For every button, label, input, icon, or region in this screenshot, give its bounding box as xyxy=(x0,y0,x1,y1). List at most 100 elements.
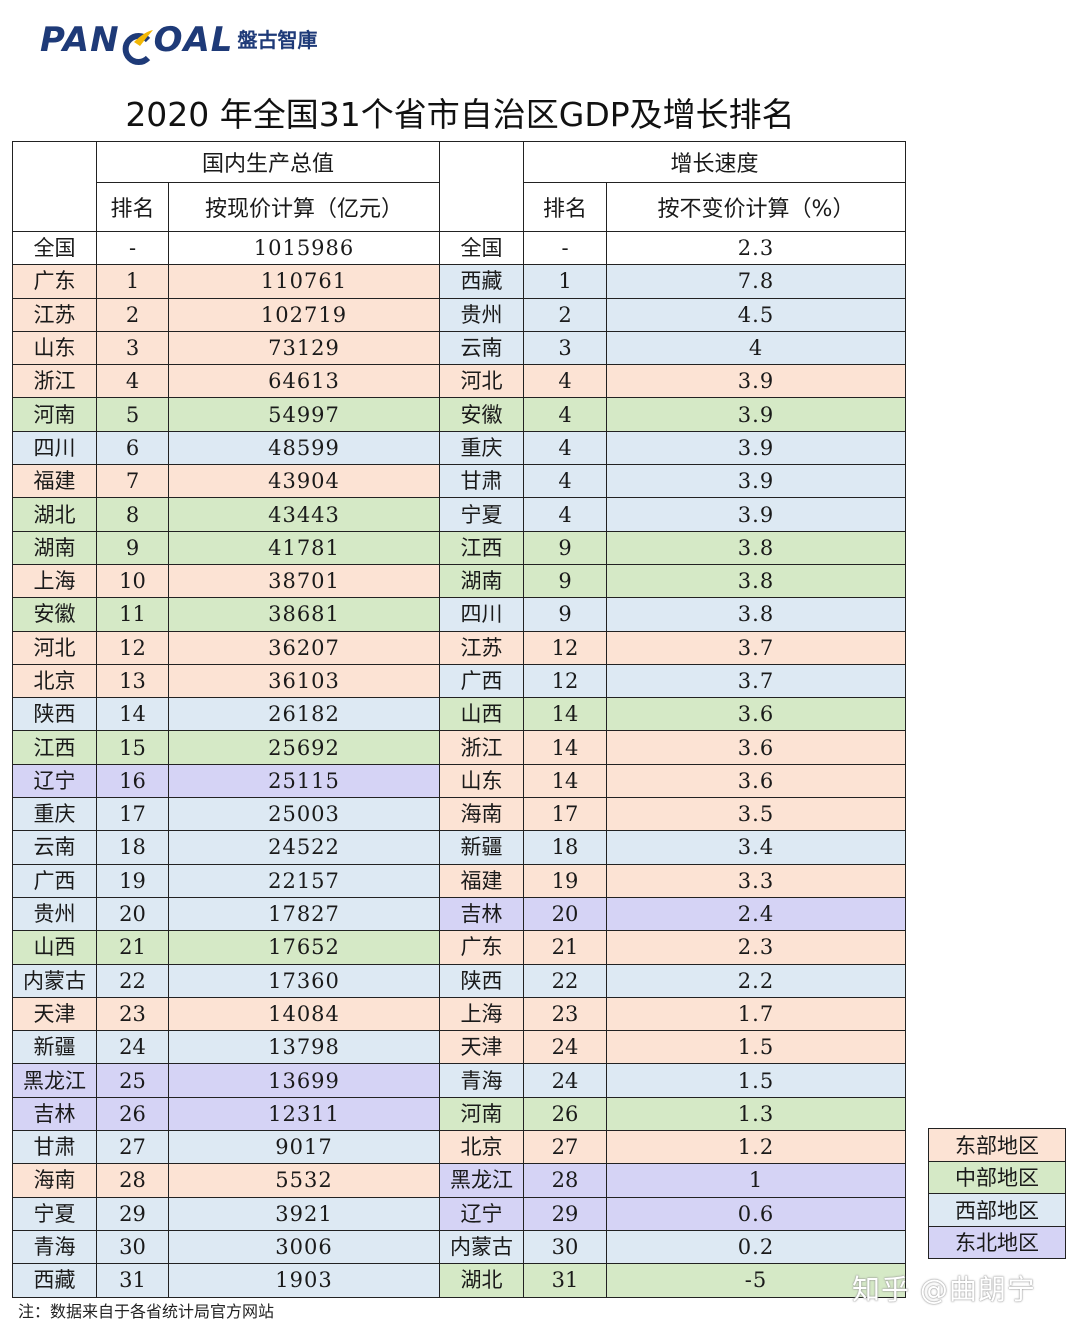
growth-region-cell: 安徽 xyxy=(439,397,524,432)
growth-region-cell: 全国 xyxy=(439,230,524,266)
growth-rank-cell: 24 xyxy=(523,1030,607,1065)
gdp-value-cell: 25692 xyxy=(168,730,440,765)
table-row: 辽宁 16 25115 山东 14 3.6 xyxy=(12,763,906,799)
gdp-rank-cell: 28 xyxy=(96,1163,169,1198)
growth-region-cell: 吉林 xyxy=(439,896,524,932)
growth-value-cell: 3.6 xyxy=(606,697,906,732)
growth-value-cell: 2.3 xyxy=(606,230,906,266)
gdp-value-cell: 38701 xyxy=(168,563,440,599)
growth-value-cell: 3.5 xyxy=(606,797,906,832)
region-legend: 东部地区 中部地区 西部地区 东北地区 xyxy=(928,1128,1066,1259)
table-row: 西藏 31 1903 湖北 31 -5 xyxy=(12,1263,906,1298)
table-row: 青海 30 3006 内蒙古 30 0.2 xyxy=(12,1229,906,1265)
legend-item: 中部地区 xyxy=(928,1160,1066,1194)
gdp-value-cell: 54997 xyxy=(168,397,440,432)
gdp-rank-cell: 19 xyxy=(96,863,169,898)
growth-rank-cell: 4 xyxy=(523,397,607,432)
growth-rank-cell: 14 xyxy=(523,697,607,732)
growth-rank-cell: 18 xyxy=(523,830,607,865)
gdp-region-cell: 天津 xyxy=(12,996,97,1032)
gdp-region-cell: 福建 xyxy=(12,464,97,499)
legend-item: 东北地区 xyxy=(928,1225,1066,1259)
gdp-region-cell: 山东 xyxy=(12,330,97,366)
gdp-value-cell: 13699 xyxy=(168,1063,440,1098)
gdp-value-cell: 12311 xyxy=(168,1096,440,1132)
growth-value-cell: 3.9 xyxy=(606,430,906,466)
table-row: 吉林 26 12311 河南 26 1.3 xyxy=(12,1096,906,1132)
gdp-rank-cell: - xyxy=(96,230,169,266)
gdp-rank-cell: 15 xyxy=(96,730,169,765)
growth-region-cell: 重庆 xyxy=(439,430,524,466)
growth-rank-cell: 20 xyxy=(523,896,607,932)
gdp-region-cell: 辽宁 xyxy=(12,763,97,799)
growth-value-cell: 0.6 xyxy=(606,1196,906,1231)
table-row: 山西 21 17652 广东 21 2.3 xyxy=(12,930,906,965)
growth-region-cell: 福建 xyxy=(439,863,524,898)
gdp-region-cell: 黑龙江 xyxy=(12,1063,97,1098)
table-row: 河北 12 36207 江苏 12 3.7 xyxy=(12,630,906,665)
gdp-value-cell: 3006 xyxy=(168,1229,440,1265)
growth-rank-cell: 9 xyxy=(523,597,607,632)
gdp-rank-cell: 10 xyxy=(96,563,169,599)
gdp-rank-cell: 27 xyxy=(96,1130,169,1165)
gdp-region-cell: 广东 xyxy=(12,264,97,299)
gdp-value-cell: 38681 xyxy=(168,597,440,632)
gdp-rank-cell: 26 xyxy=(96,1096,169,1132)
table-row: 黑龙江 25 13699 青海 24 1.5 xyxy=(12,1063,906,1098)
gdp-value-cell: 13798 xyxy=(168,1030,440,1065)
pangoal-logo: PAN OAL 盤古智庫 xyxy=(40,14,317,66)
legend-row: 西部地区 xyxy=(928,1193,1066,1227)
gdp-rank-cell: 30 xyxy=(96,1229,169,1265)
gdp-group-header: 国内生产总值 xyxy=(96,141,440,183)
gdp-value-cell: 14084 xyxy=(168,996,440,1032)
growth-value-cell: -5 xyxy=(606,1263,906,1298)
table-row: 陕西 14 26182 山西 14 3.6 xyxy=(12,697,906,732)
table-row: 浙江 4 64613 河北 4 3.9 xyxy=(12,364,906,399)
gdp-value-cell: 64613 xyxy=(168,364,440,399)
table-row: 山东 3 73129 云南 3 4 xyxy=(12,330,906,366)
table-row: 天津 23 14084 上海 23 1.7 xyxy=(12,996,906,1032)
growth-value-cell: 3.7 xyxy=(606,630,906,665)
growth-region-cell: 山西 xyxy=(439,697,524,732)
gdp-region-cell: 河北 xyxy=(12,630,97,665)
gdp-rank-cell: 1 xyxy=(96,264,169,299)
gdp-rank-cell: 13 xyxy=(96,663,169,699)
gdp-value-cell: 22157 xyxy=(168,863,440,898)
gdp-value-cell: 24522 xyxy=(168,830,440,865)
gdp-value-cell: 3921 xyxy=(168,1196,440,1231)
growth-rank-header: 排名 xyxy=(523,182,607,232)
gdp-rank-cell: 3 xyxy=(96,330,169,366)
logo-word-right: OAL xyxy=(153,20,234,60)
table-row: 海南 28 5532 黑龙江 28 1 xyxy=(12,1163,906,1198)
legend-item: 西部地区 xyxy=(928,1193,1066,1227)
growth-region-cell: 四川 xyxy=(439,597,524,632)
gdp-region-cell: 河南 xyxy=(12,397,97,432)
table-row: 内蒙古 22 17360 陕西 22 2.2 xyxy=(12,963,906,998)
table-row: 广西 19 22157 福建 19 3.3 xyxy=(12,863,906,898)
gdp-value-cell: 73129 xyxy=(168,330,440,366)
growth-rank-cell: 9 xyxy=(523,563,607,599)
gdp-region-cell: 云南 xyxy=(12,830,97,865)
gdp-region-cell: 山西 xyxy=(12,930,97,965)
growth-region-cell: 青海 xyxy=(439,1063,524,1098)
growth-rank-cell: 19 xyxy=(523,863,607,898)
growth-rank-cell: 4 xyxy=(523,497,607,532)
gdp-region-cell: 海南 xyxy=(12,1163,97,1198)
gdp-rank-cell: 8 xyxy=(96,497,169,532)
gdp-value-cell: 43904 xyxy=(168,464,440,499)
growth-rank-cell: 30 xyxy=(523,1229,607,1265)
growth-rank-cell: 2 xyxy=(523,297,607,332)
gdp-region-cell: 广西 xyxy=(12,863,97,898)
gdp-region-cell: 安徽 xyxy=(12,597,97,632)
table-row: 北京 13 36103 广西 12 3.7 xyxy=(12,663,906,699)
gdp-value-cell: 43443 xyxy=(168,497,440,532)
growth-rank-cell: 29 xyxy=(523,1196,607,1231)
gdp-region-cell: 重庆 xyxy=(12,797,97,832)
legend-row: 中部地区 xyxy=(928,1160,1066,1194)
growth-region-cell: 江苏 xyxy=(439,630,524,665)
gdp-rank-cell: 24 xyxy=(96,1030,169,1065)
gdp-region-cell: 上海 xyxy=(12,563,97,599)
table-row: 江西 15 25692 浙江 14 3.6 xyxy=(12,730,906,765)
growth-value-cell: 1.7 xyxy=(606,996,906,1032)
gdp-value-cell: 9017 xyxy=(168,1130,440,1165)
